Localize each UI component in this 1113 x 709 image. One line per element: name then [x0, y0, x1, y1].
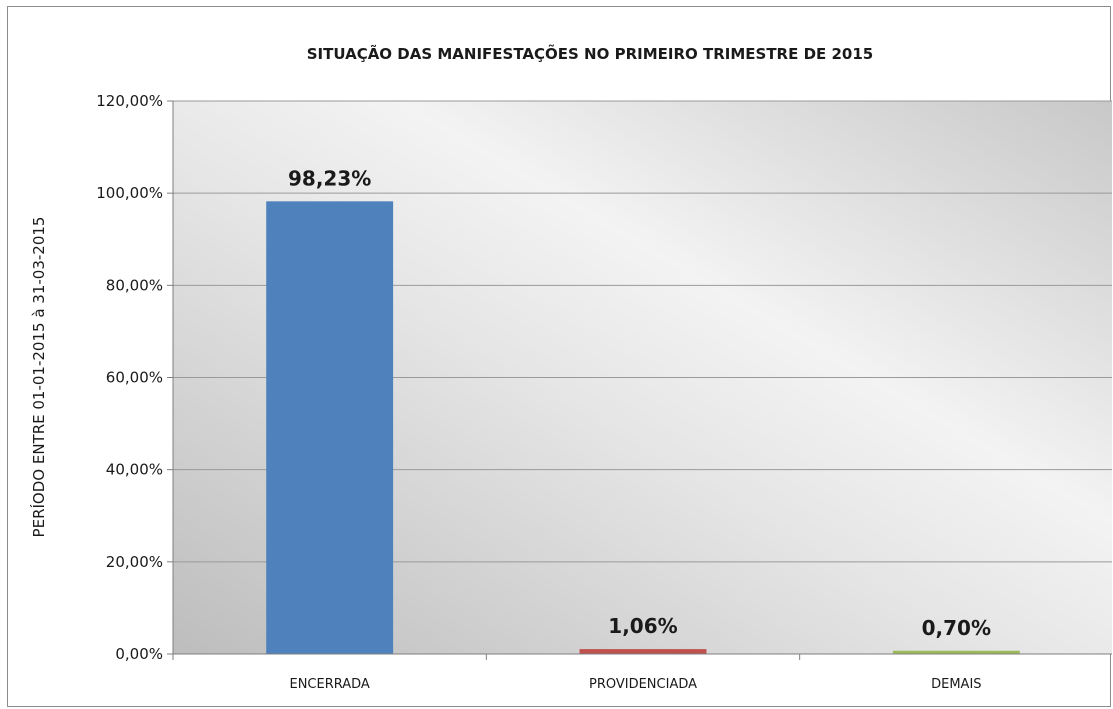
y-tick-label: 60,00% [106, 369, 163, 387]
x-tick-label: PROVIDENCIADA [589, 677, 697, 692]
y-tick-labels: 0,00% 20,00% 40,00% 60,00% 80,00% 100,00% 120,… [96, 92, 163, 663]
data-label-providenciada: 1,06% [608, 614, 677, 638]
bar-demais [892, 650, 1020, 654]
chart-svg: SITUAÇÃO DAS MANIFESTAÇÕES NO PRIMEIRO T… [29, 44, 1112, 692]
y-tick-label: 120,00% [96, 92, 163, 110]
bar-encerrada [266, 201, 394, 654]
y-tick-label: 100,00% [96, 184, 163, 202]
data-labels: 98,23% 1,06% 0,70% [288, 166, 991, 639]
chart-frame: SITUAÇÃO DAS MANIFESTAÇÕES NO PRIMEIRO T… [7, 6, 1112, 707]
y-tick-label: 80,00% [106, 276, 163, 294]
y-tick-label: 40,00% [106, 461, 163, 479]
x-tick-labels: ENCERRADA PROVIDENCIADA DEMAIS [289, 677, 981, 692]
y-tick-label: 0,00% [115, 645, 163, 663]
data-label-encerrada: 98,23% [288, 166, 371, 190]
data-label-demais: 0,70% [922, 616, 991, 640]
bars [266, 201, 1020, 654]
x-tick-label: ENCERRADA [289, 677, 369, 692]
bar-providenciada [579, 649, 707, 654]
y-axis-label: PERÍODO ENTRE 01-01-2015 à 31-03-2015 [29, 217, 48, 538]
x-tick-label: DEMAIS [931, 677, 981, 692]
axes [167, 100, 1112, 660]
chart-title: SITUAÇÃO DAS MANIFESTAÇÕES NO PRIMEIRO T… [307, 44, 873, 63]
y-tick-label: 20,00% [106, 553, 163, 571]
